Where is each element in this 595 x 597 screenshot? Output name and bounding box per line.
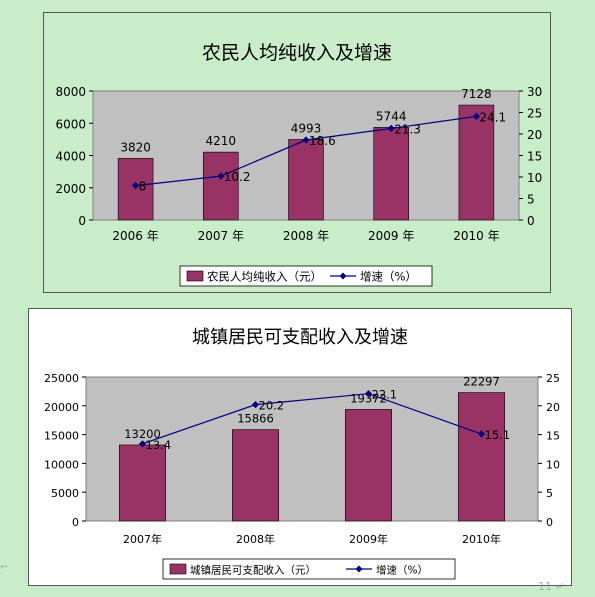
legend-bar-label: 城镇居民可支配收入（元） (190, 564, 316, 577)
bar (203, 151, 239, 221)
bar-value-label: 4993 (291, 121, 322, 135)
y2-tick-label: 30 (527, 85, 542, 99)
y-tick-label: 4000 (55, 150, 86, 164)
growth-value-label: 21.3 (394, 122, 421, 136)
legend-line-marker (355, 565, 363, 573)
x-tick-label: 2010年 (462, 532, 501, 546)
y-tick-label: 8000 (55, 85, 86, 99)
legend-line-label: 增速（%） (376, 564, 428, 577)
growth-value-label: 10.2 (224, 170, 251, 184)
x-tick-label: 2008年 (236, 532, 275, 546)
y2-tick-label: 0 (527, 214, 535, 228)
x-tick-label: 2009年 (349, 532, 388, 546)
y2-tick-label: 10 (527, 171, 542, 185)
growth-point (217, 172, 225, 180)
y2-tick-label: 25 (527, 107, 542, 121)
y-tick-label: 25000 (44, 372, 79, 385)
bar-value-label: 13200 (124, 427, 161, 441)
x-tick-label: 2006 年 (112, 229, 158, 243)
bar-value-label: 15866 (237, 412, 274, 426)
y2-tick-label: 15 (527, 150, 542, 164)
growth-value-label: 8 (139, 180, 147, 194)
legend-bar-swatch (169, 563, 187, 575)
legend-line-label: 增速（%） (360, 270, 417, 284)
growth-point (132, 182, 140, 190)
bar-value-label: 22297 (463, 375, 500, 389)
bar-value-label: 4210 (206, 134, 237, 148)
legend-bar-label: 农民人均纯收入（元） (207, 270, 322, 284)
bar (232, 429, 279, 522)
chart-title: 城镇居民可支配收入及增速 (192, 327, 408, 348)
y-tick-label: 6000 (55, 117, 86, 131)
bar-value-label: 3820 (120, 140, 151, 154)
corner-mark: ⌐ (0, 562, 9, 573)
y-tick-label: 0 (78, 214, 86, 228)
legend-box (179, 265, 433, 287)
legend-line-marker (339, 272, 347, 280)
growth-value-label: 18.6 (309, 134, 336, 148)
y2-tick-label: 20 (527, 128, 542, 142)
y-tick-label: 10000 (44, 458, 79, 471)
legend-bar-swatch (186, 270, 204, 282)
x-tick-label: 2008 年 (283, 229, 329, 243)
chart-rural-income: 农民人均纯收入及增速 0 2000 4000 6000 8000 0 5 10 15 20 25 30 3… (55, 42, 542, 287)
growth-value-label: 20.2 (259, 399, 285, 413)
y2-tick-label: 5 (546, 487, 553, 500)
bar (373, 127, 409, 221)
y2-tick-label: 5 (527, 193, 535, 207)
chart-panel-urban-income: 城镇居民可支配收入及增速 0 5000 10000 15000 20000 25000 0 5 1… (28, 308, 572, 586)
x-tick-label: 2009 年 (368, 229, 414, 243)
y2-tick-label: 10 (546, 458, 560, 471)
y2-tick-label: 25 (546, 372, 560, 385)
growth-value-label: 15.1 (485, 428, 511, 442)
y-tick-label: 0 (72, 516, 79, 529)
growth-value-label: 13.4 (146, 438, 172, 452)
bar-value-label: 7128 (461, 87, 492, 101)
y-tick-label: 5000 (51, 487, 79, 500)
growth-value-label: 24.1 (479, 110, 506, 124)
y2-tick-label: 15 (546, 430, 560, 443)
x-tick-label: 2010 年 (453, 229, 499, 243)
growth-line (142, 393, 482, 445)
x-tick-label: 2007 年 (198, 229, 244, 243)
legend-box (162, 558, 456, 580)
x-tick-label: 2007年 (123, 532, 162, 546)
y-tick-label: 15000 (44, 430, 79, 443)
bar (288, 139, 324, 221)
growth-point (472, 112, 480, 120)
y-tick-label: 20000 (44, 401, 79, 414)
bar (345, 409, 392, 522)
bar (119, 444, 166, 522)
y2-tick-label: 20 (546, 401, 560, 414)
growth-point (302, 136, 310, 144)
growth-value-label: 22.1 (372, 388, 398, 402)
bar-value-label: 5744 (376, 109, 407, 123)
y2-tick-label: 0 (546, 516, 553, 529)
page-number: 11 ↵ (538, 580, 565, 593)
growth-point (387, 124, 395, 133)
bar (458, 392, 505, 522)
growth-point (477, 430, 486, 438)
chart-panel-rural-income: 农民人均纯收入及增速 0 2000 4000 6000 8000 0 5 10 15 20 25 30 3… (43, 12, 551, 293)
y-tick-label: 2000 (55, 182, 86, 196)
bar (458, 104, 495, 221)
bar (117, 158, 154, 221)
chart-urban-income: 城镇居民可支配收入及增速 0 5000 10000 15000 20000 25000 0 5 1… (44, 327, 560, 580)
chart-title: 农民人均纯收入及增速 (202, 42, 392, 64)
